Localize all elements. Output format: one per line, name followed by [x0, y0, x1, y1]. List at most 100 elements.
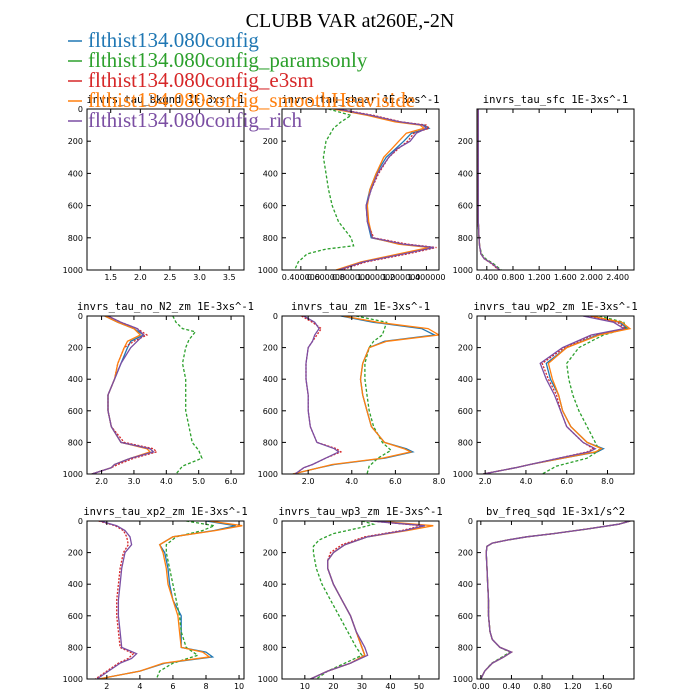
- x-tick-label: 8.0: [601, 477, 614, 486]
- x-tick-label: 4: [137, 682, 142, 691]
- y-tick-label: 1000: [258, 266, 278, 275]
- y-tick-label: 400: [68, 169, 83, 178]
- panel-3: invrs_tau_sfc 1E-3xs^-120040060080010000…: [453, 94, 635, 282]
- panel-7: invrs_tau_xp2_zm 1E-3xs^-10 200 400 600 800 1…: [63, 506, 248, 691]
- x-tick-label: 3.5: [223, 273, 236, 282]
- series-line: [91, 316, 155, 474]
- y-tick-label: 200: [458, 137, 473, 146]
- x-tick-label: 1.400000: [407, 273, 445, 282]
- plot-frame: [86, 315, 245, 475]
- legend-label: flthist134.080config_paramsonly: [88, 48, 368, 72]
- panel-6: invrs_tau_wp2_zm 1E-3xs^-10 200 400 600 800 1…: [453, 301, 638, 486]
- legend-label: flthist134.080config_e3sm: [88, 68, 314, 92]
- legend-label: flthist134.080config_smoothHeaviside: [88, 88, 415, 112]
- series-line: [480, 521, 631, 679]
- series-line: [541, 316, 627, 474]
- plot-frame: [86, 108, 245, 271]
- panel-5: invrs_tau_zm 1E-3xs^-1 0 200 400 600 800 1000 2…: [258, 301, 446, 486]
- x-tick-label: 0.00: [472, 682, 490, 691]
- panel-title: invrs_tau_sfc 1E-3xs^-1: [483, 94, 628, 106]
- series-group: [94, 521, 243, 679]
- panel-4: invrs_tau_no_N2_zm 1E-3xs^-10 200 400 600 80…: [63, 301, 254, 486]
- y-tick-label: 200: [263, 137, 278, 146]
- y-tick-label: 200: [68, 137, 83, 146]
- y-tick-label: 400: [263, 375, 278, 384]
- plot-frame: [281, 315, 440, 475]
- series-line: [91, 316, 155, 474]
- y-tick-label: 0: [78, 312, 83, 321]
- series-line: [94, 521, 135, 679]
- series-line: [91, 316, 158, 474]
- y-tick-label: 200: [263, 344, 278, 353]
- y-tick-label: 400: [68, 580, 83, 589]
- x-tick-label: 2.5: [164, 273, 177, 282]
- series-group: [482, 316, 632, 474]
- x-tick-label: 0.40: [503, 682, 521, 691]
- x-tick-label: 1.600: [554, 273, 577, 282]
- legend-entry: flthist134.080config: [68, 28, 259, 52]
- plot-frame: [476, 315, 635, 475]
- series-line: [477, 109, 500, 270]
- series-line: [482, 316, 630, 474]
- y-tick-label: 800: [263, 438, 278, 447]
- x-tick-label: 6.0: [389, 477, 402, 486]
- series-group: [480, 521, 631, 679]
- panel-8: invrs_tau_wp3_zm 1E-3xs^-10 200 400 600 800 1…: [258, 506, 443, 691]
- y-tick-label: 200: [458, 549, 473, 558]
- x-tick-label: 2.400: [606, 273, 629, 282]
- x-tick-label: 6: [170, 682, 175, 691]
- x-tick-label: 40: [385, 682, 395, 691]
- y-tick-label: 400: [458, 580, 473, 589]
- series-line: [480, 521, 631, 679]
- series-line: [477, 109, 501, 270]
- y-tick-label: 1000: [453, 675, 473, 684]
- x-tick-label: 0.400000: [282, 273, 320, 282]
- series-line: [172, 316, 203, 474]
- plot-frame: [281, 520, 440, 680]
- series-line: [480, 521, 631, 679]
- plot-frame: [281, 108, 440, 271]
- y-tick-label: 200: [263, 549, 278, 558]
- series-line: [477, 109, 501, 270]
- panel-1: invrs_tau_bkgnd 1E-3xs^-10 200 400 600 800 10…: [63, 94, 245, 282]
- panel-title: invrs_tau_wp2_zm 1E-3xs^-1: [473, 301, 637, 313]
- x-tick-label: 2: [104, 682, 109, 691]
- plot-frame: [86, 520, 245, 680]
- panel-title: invrs_tau_wp3_zm 1E-3xs^-1: [278, 506, 442, 518]
- series-group: [91, 316, 203, 474]
- y-tick-label: 800: [263, 234, 278, 243]
- series-line: [292, 316, 439, 474]
- x-tick-label: 1.60: [594, 682, 612, 691]
- y-tick-label: 800: [68, 234, 83, 243]
- y-tick-label: 0: [468, 312, 473, 321]
- y-tick-label: 200: [68, 549, 83, 558]
- x-tick-label: 4.0: [520, 477, 533, 486]
- y-tick-label: 1000: [258, 470, 278, 479]
- series-group: [310, 521, 434, 679]
- x-tick-label: 4.0: [345, 477, 358, 486]
- series-line: [310, 521, 425, 679]
- y-tick-label: 600: [263, 612, 278, 621]
- y-tick-label: 600: [68, 612, 83, 621]
- x-tick-label: 1.000000: [357, 273, 395, 282]
- x-tick-label: 2.0: [134, 273, 147, 282]
- legend-label: flthist134.080config: [88, 28, 259, 52]
- panel-title: invrs_tau_xp2_zm 1E-3xs^-1: [83, 506, 247, 518]
- y-tick-label: 800: [458, 234, 473, 243]
- y-tick-label: 1000: [258, 675, 278, 684]
- series-line: [294, 316, 340, 474]
- series-line: [482, 316, 626, 474]
- y-tick-label: 400: [68, 375, 83, 384]
- legend-entry: flthist134.080config_paramsonly: [68, 48, 368, 72]
- x-tick-label: 0.80: [533, 682, 551, 691]
- y-tick-label: 800: [68, 438, 83, 447]
- y-tick-label: 400: [458, 169, 473, 178]
- x-tick-label: 50: [414, 682, 424, 691]
- y-tick-label: 0: [78, 517, 83, 526]
- series-line: [480, 521, 631, 679]
- series-line: [91, 316, 152, 474]
- legend: flthist134.080configflthist134.080config…: [68, 28, 415, 132]
- y-tick-label: 0: [273, 312, 278, 321]
- series-line: [294, 109, 355, 270]
